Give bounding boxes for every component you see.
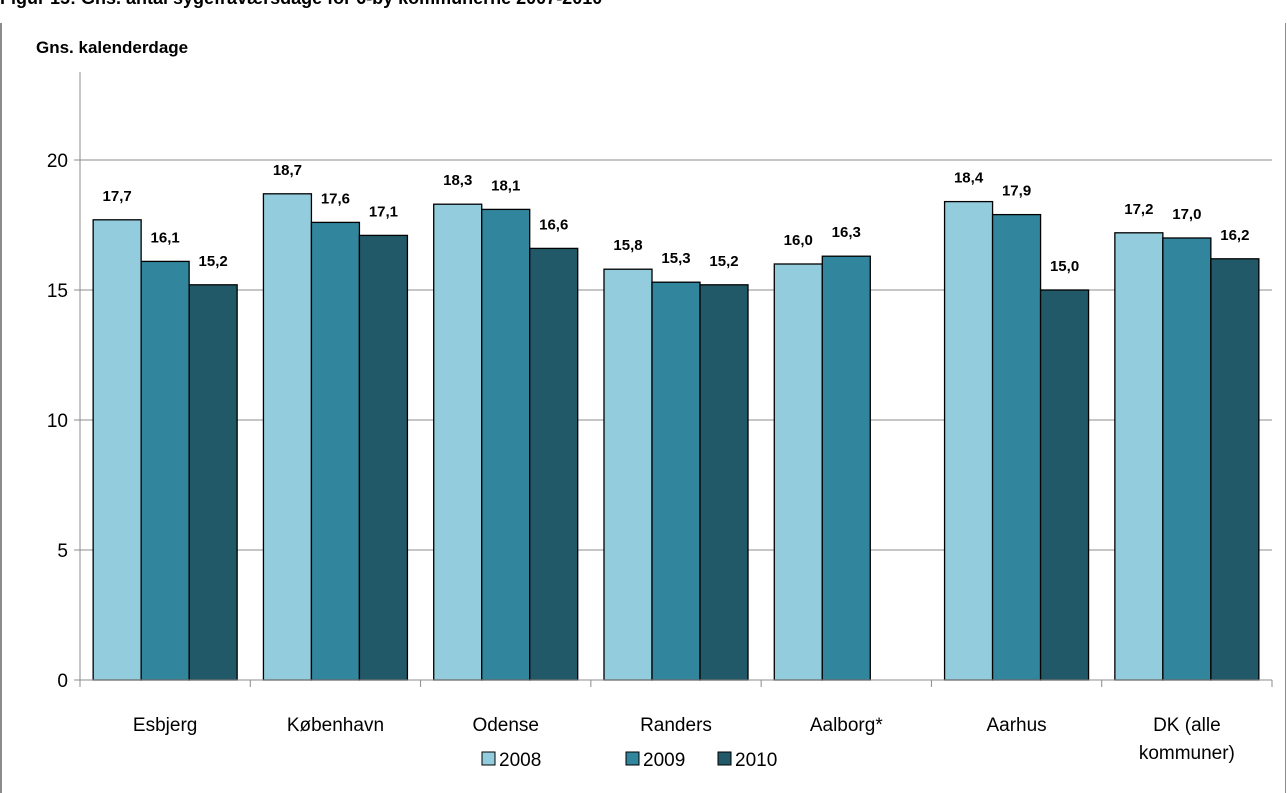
data-label: 16,3: [832, 224, 861, 241]
bar-2009: [821, 255, 871, 681]
data-label: 16,1: [151, 229, 180, 246]
y-tick-label: 10: [47, 411, 68, 432]
bar-2009: [651, 281, 701, 681]
data-label: 17,1: [369, 203, 398, 220]
bar-2010: [699, 284, 749, 681]
data-label: 17,7: [103, 188, 132, 205]
x-category-label: kommuner): [1139, 743, 1235, 764]
data-label: 15,2: [199, 253, 228, 270]
data-label: 18,3: [443, 172, 472, 189]
figure-title: Figur 15: Gns. antal sygefraværsdage for…: [0, 0, 602, 9]
legend-swatch-2009: [625, 751, 640, 766]
data-label: 16,6: [539, 216, 568, 233]
data-label: 15,8: [613, 237, 642, 254]
y-tick-label: 15: [47, 281, 68, 302]
bar-2009: [310, 221, 361, 681]
bar-2008: [603, 268, 653, 681]
y-tick-label: 20: [47, 151, 68, 172]
bar-2010: [1039, 289, 1090, 681]
x-category-label: Odense: [472, 715, 539, 736]
data-label: 15,3: [661, 250, 690, 267]
legend-label-2008: 2008: [499, 750, 541, 771]
bar-2008: [943, 200, 994, 681]
bar-2008: [1114, 232, 1164, 681]
data-label: 18,4: [954, 170, 984, 187]
data-label: 15,0: [1050, 258, 1079, 275]
data-label: 18,7: [273, 162, 302, 179]
data-label: 15,2: [709, 253, 738, 270]
x-category-label: DK (alle: [1153, 715, 1221, 736]
bar-2009: [991, 213, 1042, 681]
bar-2010: [188, 284, 238, 681]
y-axis-title: Gns. kalenderdage: [36, 38, 188, 57]
bar-2008: [262, 193, 313, 681]
data-label: 17,0: [1172, 206, 1201, 223]
y-tick-label: 0: [57, 671, 68, 692]
legend-label-2010: 2010: [735, 750, 777, 771]
legend-label-2009: 2009: [643, 750, 685, 771]
x-category-label: Aarhus: [986, 715, 1046, 736]
bar-2009: [481, 208, 531, 681]
data-label: 17,2: [1124, 201, 1153, 218]
x-category-label: Aalborg*: [810, 715, 883, 736]
data-label: 17,6: [321, 190, 350, 207]
chart-frame: [0, 23, 1286, 793]
legend-swatch-2008: [481, 751, 496, 766]
legend-swatch-2010: [717, 751, 732, 766]
data-label: 16,0: [784, 232, 813, 249]
bar-2010: [358, 234, 409, 681]
bar-2010: [529, 247, 579, 681]
bar-2010: [1210, 258, 1260, 681]
bar-2009: [1162, 237, 1212, 681]
data-label: 18,1: [491, 177, 520, 194]
x-category-label: Randers: [640, 715, 712, 736]
bar-2008: [92, 219, 142, 681]
x-category-label: København: [287, 715, 384, 736]
bar-2008: [433, 203, 483, 681]
data-label: 17,9: [1002, 183, 1031, 200]
data-label: 16,2: [1220, 227, 1249, 244]
bar-2009: [140, 260, 190, 681]
y-tick-label: 5: [57, 541, 68, 562]
x-category-label: Esbjerg: [133, 715, 197, 736]
bar-2008: [773, 263, 823, 681]
